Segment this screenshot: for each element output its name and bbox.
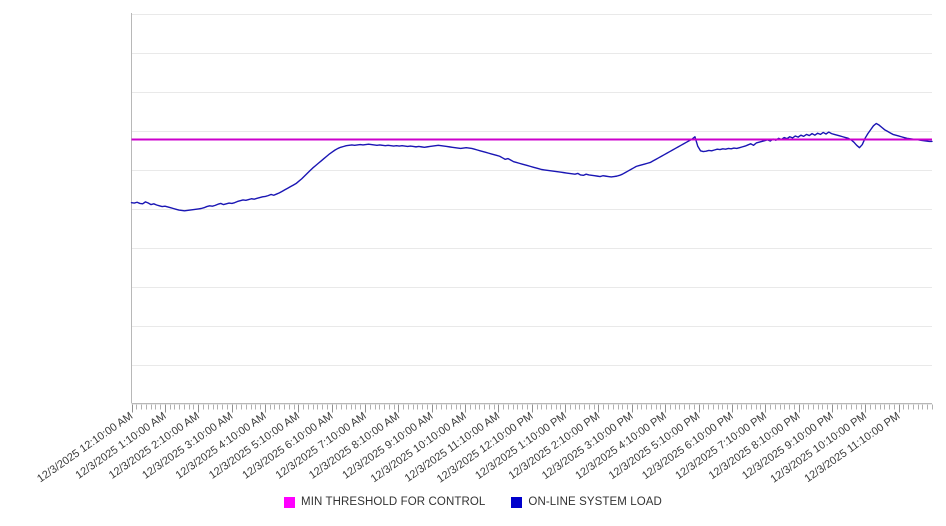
series-line-online-system-load xyxy=(130,122,933,212)
legend-swatch-min-threshold xyxy=(284,496,296,508)
axis-lines xyxy=(131,13,932,404)
legend-item-online-system-load[interactable]: ON-LINE SYSTEM LOAD xyxy=(511,496,662,508)
legend-label-online-system-load: ON-LINE SYSTEM LOAD xyxy=(528,496,662,508)
grid-lines xyxy=(131,14,932,405)
x-axis-ticks xyxy=(132,404,933,413)
chart-legend: MIN THRESHOLD FOR CONTROL ON-LINE SYSTEM… xyxy=(0,496,946,508)
plot-series xyxy=(130,122,933,212)
legend-item-min-threshold[interactable]: MIN THRESHOLD FOR CONTROL xyxy=(284,496,485,508)
legend-label-min-threshold: MIN THRESHOLD FOR CONTROL xyxy=(301,496,486,508)
legend-swatch-online-system-load xyxy=(511,496,523,508)
